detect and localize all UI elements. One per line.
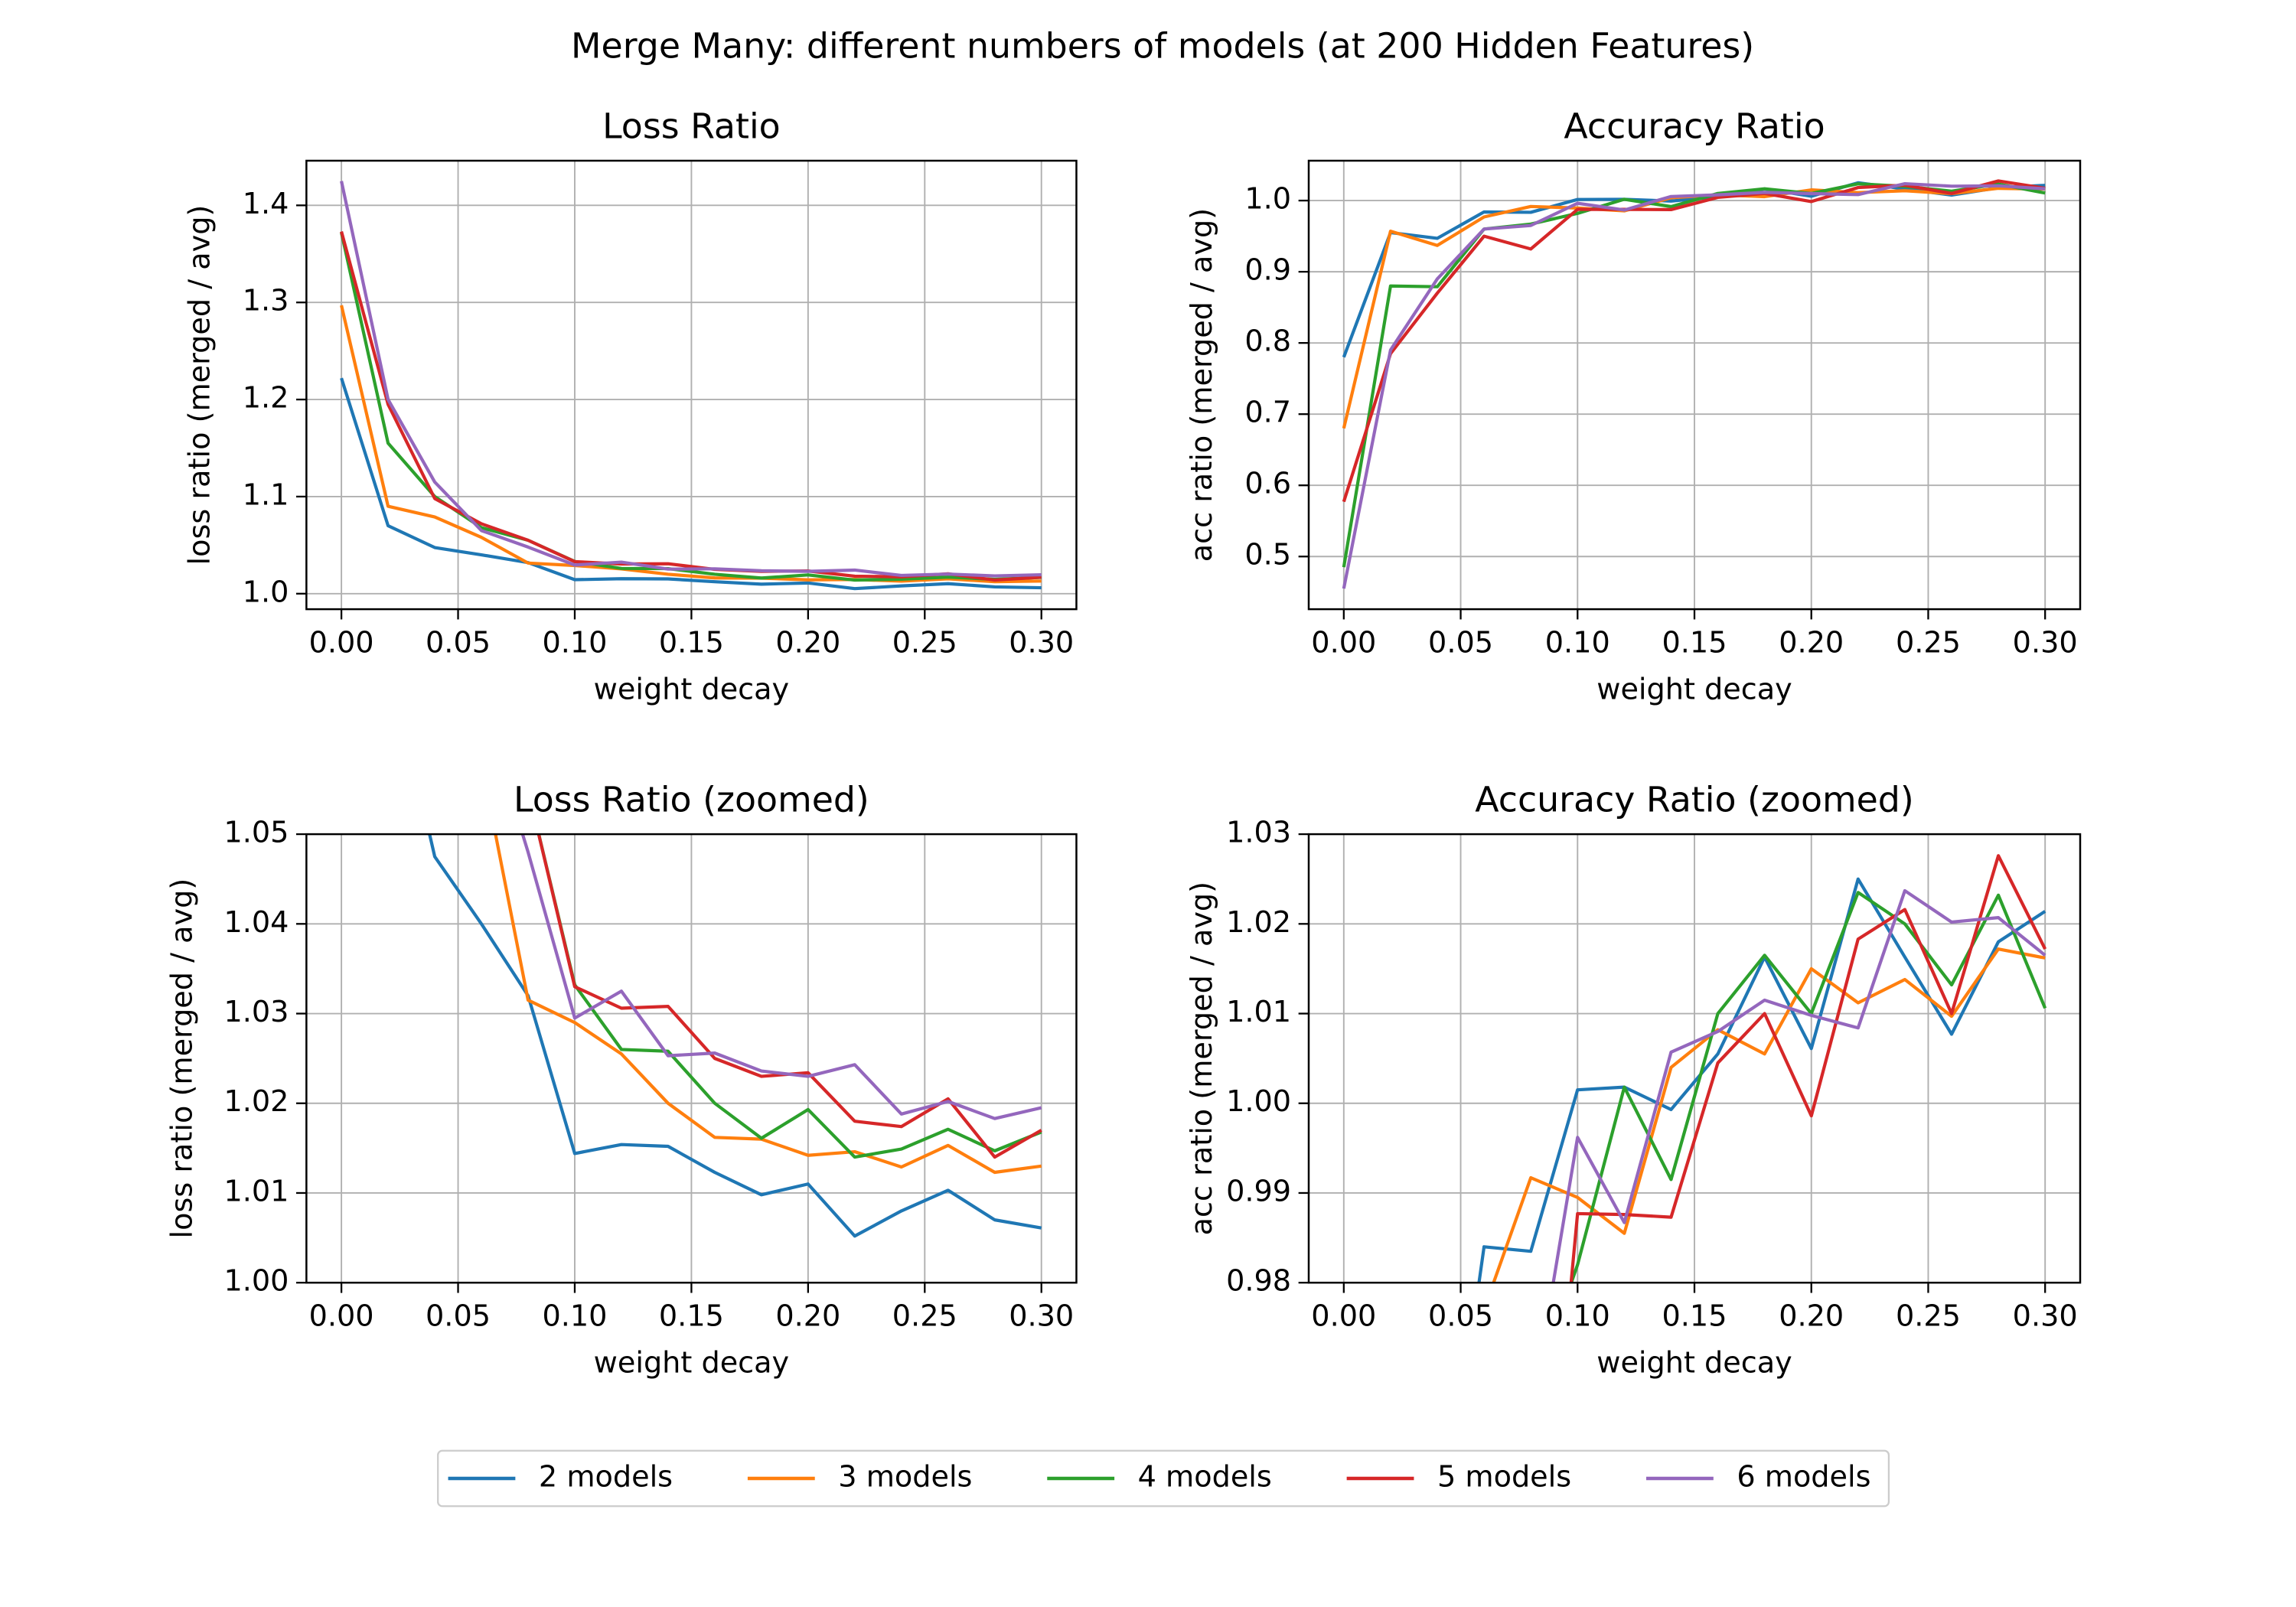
y-tick-label: 1.2 bbox=[243, 382, 289, 416]
y-tick-label: 0.9 bbox=[1244, 254, 1291, 288]
x-tick-label: 0.25 bbox=[892, 626, 957, 660]
series-line bbox=[1477, 877, 2047, 1283]
x-tick-label: 0.15 bbox=[1662, 1300, 1727, 1334]
y-tick-label: 0.5 bbox=[1244, 539, 1291, 572]
x-tick-label: 0.30 bbox=[2013, 626, 2078, 660]
series-line bbox=[1342, 181, 2046, 589]
figure-title: Merge Many: different numbers of models … bbox=[571, 25, 1754, 67]
y-axis-label: acc ratio (merged / avg) bbox=[1186, 208, 1219, 562]
axes-frame bbox=[1307, 159, 2082, 611]
y-tick-label: 0.98 bbox=[1226, 1265, 1291, 1299]
chart-title: Loss Ratio (zoomed) bbox=[514, 779, 869, 820]
y-tick-label: 1.3 bbox=[243, 285, 289, 318]
x-tick-label: 0.05 bbox=[426, 626, 491, 660]
y-axis-label: loss ratio (merged / avg) bbox=[183, 205, 217, 566]
y-tick-label: 1.02 bbox=[223, 1085, 289, 1119]
x-tick-label: 0.05 bbox=[1428, 1300, 1493, 1334]
x-tick-label: 0.20 bbox=[1779, 626, 1844, 660]
series-line bbox=[520, 834, 1042, 1120]
x-tick-label: 0.10 bbox=[542, 626, 607, 660]
x-tick-label: 0.10 bbox=[542, 1300, 607, 1334]
axes-frame bbox=[305, 159, 1078, 611]
series-line bbox=[1492, 947, 2046, 1283]
legend-frame bbox=[437, 1449, 1890, 1508]
series-line bbox=[494, 834, 1042, 1175]
legend-label: 2 models bbox=[539, 1461, 673, 1495]
legend-label: 3 models bbox=[838, 1461, 972, 1495]
legend-label: 4 models bbox=[1138, 1461, 1272, 1495]
y-tick-label: 1.1 bbox=[243, 478, 289, 512]
legend: 2 models 3 models 4 models 5 models 6 models bbox=[437, 1449, 1890, 1508]
y-tick-label: 1.03 bbox=[1226, 817, 1291, 850]
y-tick-label: 1.04 bbox=[223, 906, 289, 940]
chart-title: Loss Ratio bbox=[602, 106, 781, 147]
x-axis-label: weight decay bbox=[594, 1347, 790, 1380]
x-tick-label: 0.20 bbox=[1779, 1300, 1844, 1334]
x-tick-label: 0.00 bbox=[309, 626, 374, 660]
x-tick-label: 0.20 bbox=[775, 1300, 840, 1334]
series-line bbox=[1569, 854, 2047, 1283]
series-line bbox=[536, 834, 1042, 1159]
y-axis-label: loss ratio (merged / avg) bbox=[166, 878, 200, 1239]
x-tick-label: 0.05 bbox=[426, 1300, 491, 1334]
y-tick-label: 0.6 bbox=[1244, 468, 1291, 501]
x-tick-label: 0.20 bbox=[775, 626, 840, 660]
x-tick-label: 0.15 bbox=[659, 1300, 724, 1334]
series-line bbox=[340, 181, 1042, 578]
y-tick-label: 1.0 bbox=[243, 575, 289, 609]
plot-lines bbox=[340, 181, 1042, 591]
x-axis-label: weight decay bbox=[1596, 1347, 1792, 1380]
series-line bbox=[1342, 179, 2046, 503]
y-tick-label: 0.99 bbox=[1226, 1175, 1291, 1208]
x-tick-label: 0.25 bbox=[1896, 626, 1961, 660]
x-tick-label: 0.00 bbox=[1311, 1300, 1376, 1334]
axes-frame bbox=[305, 833, 1078, 1284]
x-tick-label: 0.30 bbox=[2013, 1300, 2078, 1334]
background bbox=[18, 0, 2278, 1607]
plot-lines bbox=[1342, 179, 2046, 589]
y-tick-label: 0.8 bbox=[1244, 325, 1291, 359]
x-tick-label: 0.10 bbox=[1545, 626, 1610, 660]
x-tick-label: 0.00 bbox=[1311, 626, 1376, 660]
series-line bbox=[1551, 888, 2047, 1283]
y-tick-label: 1.00 bbox=[1226, 1085, 1291, 1119]
y-tick-label: 1.4 bbox=[243, 187, 289, 221]
x-tick-label: 0.30 bbox=[1009, 1300, 1074, 1334]
y-tick-label: 0.7 bbox=[1244, 396, 1291, 430]
series-line bbox=[428, 834, 1042, 1238]
series-line bbox=[340, 305, 1042, 584]
x-tick-label: 0.00 bbox=[309, 1300, 374, 1334]
plot-lines bbox=[1477, 854, 2047, 1283]
legend-label: 6 models bbox=[1737, 1461, 1870, 1495]
series-line bbox=[340, 377, 1042, 591]
axes-frame bbox=[1307, 833, 2082, 1284]
x-tick-label: 0.25 bbox=[1896, 1300, 1961, 1334]
series-line bbox=[1569, 891, 2047, 1283]
y-tick-label: 1.01 bbox=[1226, 996, 1291, 1029]
x-axis-label: weight decay bbox=[594, 673, 790, 707]
y-tick-label: 1.02 bbox=[1226, 906, 1291, 940]
chart-title: Accuracy Ratio bbox=[1564, 106, 1825, 147]
x-tick-label: 0.30 bbox=[1009, 626, 1074, 660]
y-axis-label: acc ratio (merged / avg) bbox=[1186, 882, 1219, 1235]
x-tick-label: 0.10 bbox=[1545, 1300, 1610, 1334]
x-tick-label: 0.15 bbox=[659, 626, 724, 660]
x-tick-label: 0.25 bbox=[892, 1300, 957, 1334]
chart-title: Accuracy Ratio (zoomed) bbox=[1475, 779, 1913, 820]
series-line bbox=[536, 834, 1042, 1159]
y-tick-label: 1.03 bbox=[223, 996, 289, 1029]
x-axis-label: weight decay bbox=[1596, 673, 1792, 707]
x-tick-label: 0.05 bbox=[1428, 626, 1493, 660]
legend-label: 5 models bbox=[1437, 1461, 1571, 1495]
y-tick-label: 1.0 bbox=[1244, 183, 1291, 217]
plot-lines bbox=[428, 834, 1042, 1238]
y-tick-label: 1.00 bbox=[223, 1265, 289, 1299]
x-tick-label: 0.15 bbox=[1662, 626, 1727, 660]
y-tick-label: 1.05 bbox=[223, 817, 289, 850]
y-tick-label: 1.01 bbox=[223, 1175, 289, 1208]
